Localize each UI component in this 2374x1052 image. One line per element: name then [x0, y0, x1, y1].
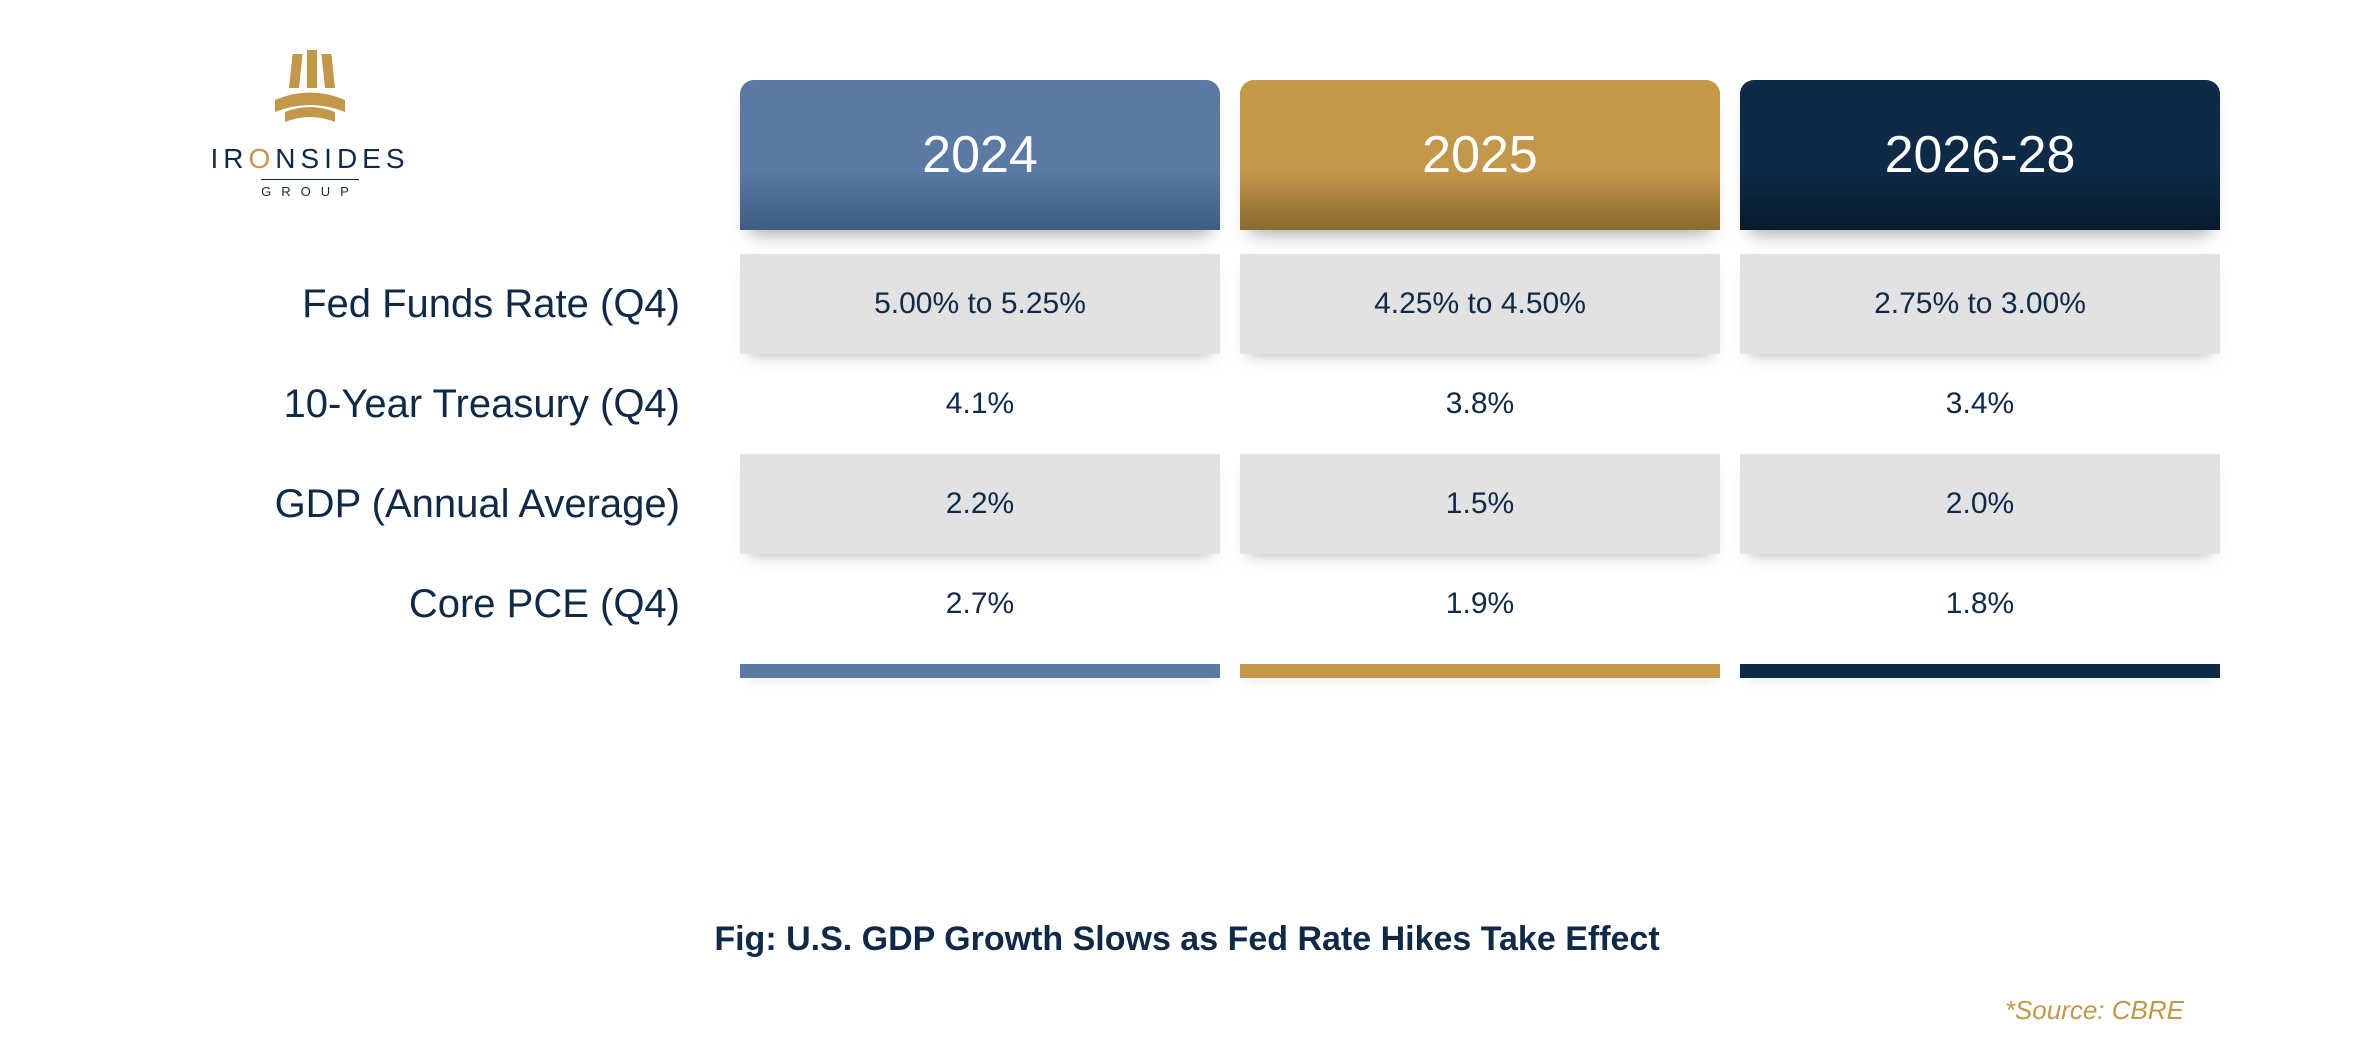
table-cell: 4.25% to 4.50% [1240, 254, 1720, 354]
column-header-2026-28: 2026-28 [1740, 80, 2220, 230]
column-footer-bar [1740, 664, 2220, 678]
table-cell: 2.0% [1740, 454, 2220, 554]
table-cell: 4.1% [740, 354, 1220, 454]
table-cell: 1.8% [1740, 554, 2220, 654]
column-footer-bar [1240, 664, 1720, 678]
row-label: GDP (Annual Average) [200, 454, 720, 554]
table-cell: 2.2% [740, 454, 1220, 554]
table-cell: 1.5% [1240, 454, 1720, 554]
figure-caption: Fig: U.S. GDP Growth Slows as Fed Rate H… [0, 920, 2374, 959]
row-label: Fed Funds Rate (Q4) [200, 254, 720, 354]
forecast-table: 202420252026-28Fed Funds Rate (Q4)5.00% … [200, 80, 2200, 678]
column-header-2025: 2025 [1240, 80, 1720, 230]
table-cell: 2.7% [740, 554, 1220, 654]
row-label: 10-Year Treasury (Q4) [200, 354, 720, 454]
table-cell: 3.4% [1740, 354, 2220, 454]
table-cell: 3.8% [1240, 354, 1720, 454]
column-header-2024: 2024 [740, 80, 1220, 230]
source-attribution: *Source: CBRE [2005, 995, 2184, 1026]
column-footer-bar [740, 664, 1220, 678]
table-cell: 1.9% [1240, 554, 1720, 654]
table-cell: 5.00% to 5.25% [740, 254, 1220, 354]
table-cell: 2.75% to 3.00% [1740, 254, 2220, 354]
row-label: Core PCE (Q4) [200, 554, 720, 654]
